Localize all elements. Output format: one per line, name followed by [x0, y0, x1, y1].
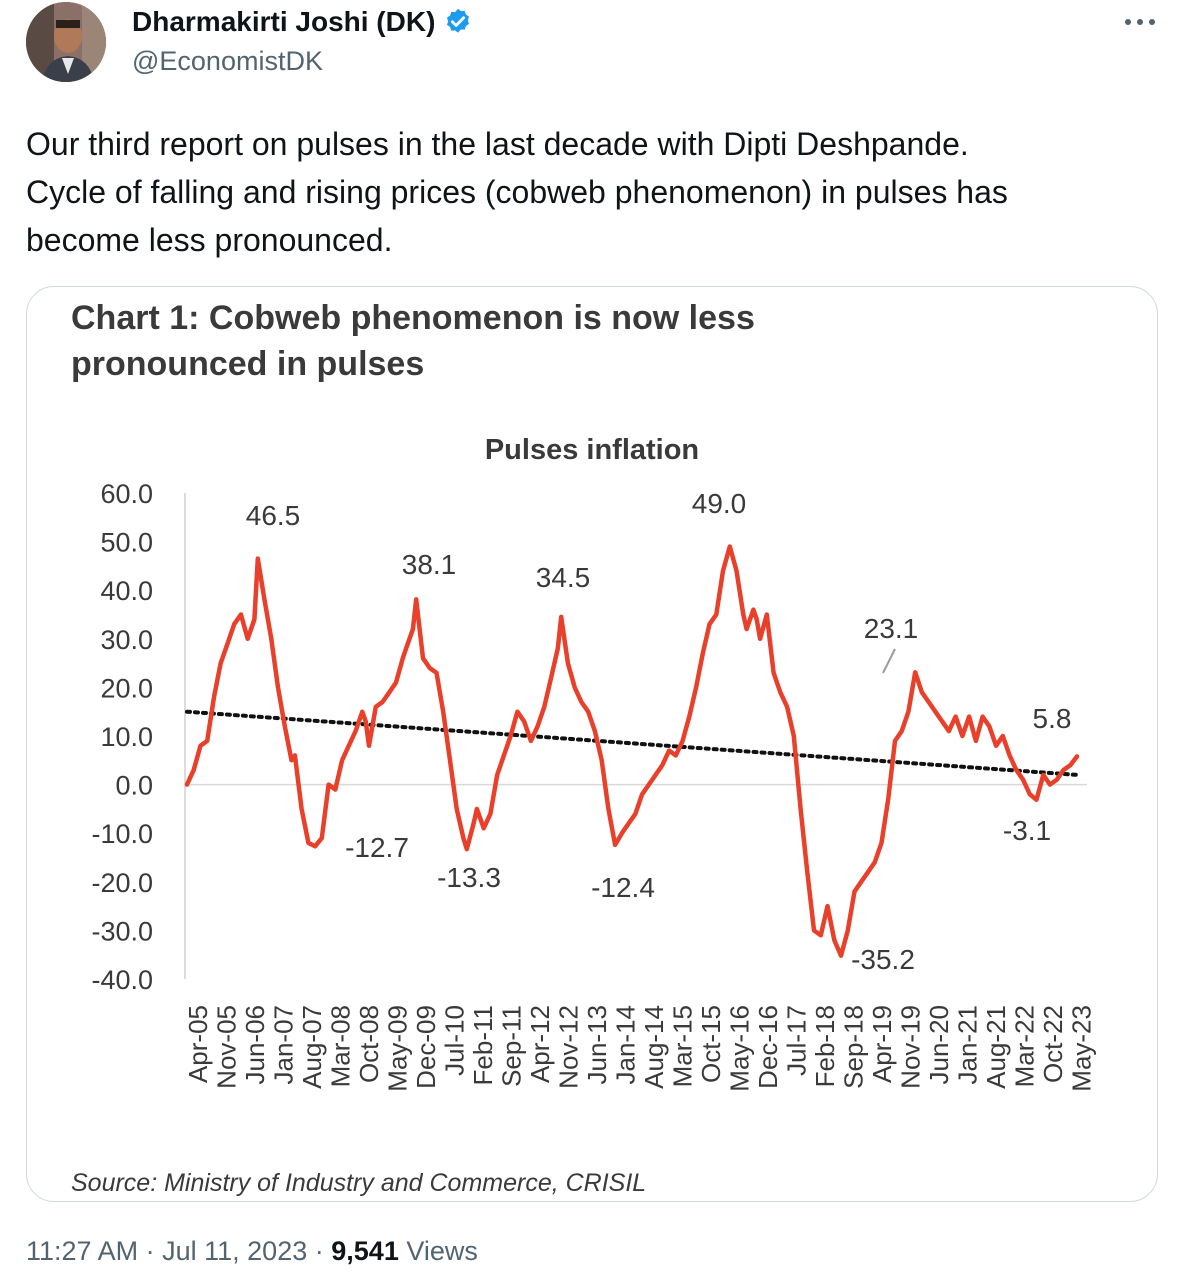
x-tick-label: May-23 [1067, 1005, 1097, 1092]
y-tick-label: 0.0 [115, 771, 153, 801]
meta-separator: · [145, 1236, 155, 1266]
tweet-meta: 11:27 AM · Jul 11, 2023 · 9,541 Views [26, 1236, 478, 1267]
x-tick-label: Jan-14 [611, 1005, 641, 1085]
x-tick-label: Jun-06 [240, 1005, 270, 1085]
avatar-image [26, 2, 106, 82]
pulses-inflation-chart: Pulses inflation 60.0 50.0 40.0 30.0 20.0 10.0… [91, 434, 1097, 1092]
x-tick-label: Feb-18 [810, 1005, 840, 1087]
data-label: -35.2 [851, 944, 915, 975]
y-tick-label: -40.0 [91, 965, 153, 995]
x-tick-label: Mar-15 [668, 1005, 698, 1087]
x-tick-label: Sep-18 [839, 1005, 869, 1089]
data-label: 46.5 [246, 500, 301, 531]
y-tick-label: -20.0 [91, 868, 153, 898]
y-tick-label: 60.0 [100, 479, 153, 509]
x-tick-label: Oct-15 [696, 1005, 726, 1083]
chart-title: Pulses inflation [485, 434, 699, 466]
x-tick-label: Nov-19 [896, 1005, 926, 1089]
x-tick-label: Oct-08 [354, 1005, 384, 1083]
x-tick-label: Jun-13 [582, 1005, 612, 1085]
tweet-text-line: become less pronounced. [26, 222, 393, 258]
views-label: Views [406, 1236, 478, 1266]
data-label: 5.8 [1033, 703, 1072, 734]
author-name[interactable]: Dharmakirti Joshi (DK) [132, 6, 436, 37]
x-tick-label: Nov-05 [212, 1005, 242, 1089]
x-tick-label: Jul-17 [782, 1005, 812, 1076]
x-tick-label: Sep-11 [497, 1005, 527, 1087]
tweet-text: Our third report on pulses in the last d… [26, 120, 1156, 264]
data-label: -12.7 [345, 832, 409, 863]
chart-heading-line: Chart 1: Cobweb phenomenon is now less [71, 299, 755, 337]
more-dots-icon [1125, 19, 1155, 25]
data-label: -12.4 [591, 872, 655, 903]
x-tick-label: Dec-09 [411, 1005, 441, 1089]
y-tick-label: 30.0 [100, 625, 153, 655]
x-tick-label: Feb-11 [468, 1005, 498, 1085]
series-line-pulses-inflation [184, 544, 1080, 958]
x-tick-label: May-16 [725, 1005, 755, 1092]
y-tick-label: 50.0 [100, 528, 153, 558]
chart-source: Source: Ministry of Industry and Commerc… [71, 1169, 647, 1197]
views-count: 9,541 [331, 1236, 399, 1266]
data-label: 23.1 [864, 613, 919, 644]
x-tick-label: Jan-21 [953, 1005, 983, 1085]
tweet-time[interactable]: 11:27 AM [26, 1236, 139, 1266]
x-tick-label: Apr-12 [525, 1005, 555, 1083]
x-tick-label: Oct-22 [1038, 1005, 1068, 1083]
x-tick-label: Jan-07 [269, 1005, 299, 1085]
tweet-text-line: Our third report on pulses in the last d… [26, 126, 969, 162]
avatar[interactable] [26, 2, 106, 82]
verified-badge-icon [447, 8, 470, 33]
x-tick-label: May-09 [383, 1005, 413, 1092]
y-tick-label: 40.0 [100, 576, 153, 606]
data-label: 49.0 [692, 488, 747, 519]
x-tick-label: Dec-16 [753, 1005, 783, 1089]
chart-image[interactable]: Chart 1: Cobweb phenomenon is now less p… [26, 286, 1158, 1202]
x-tick-label: Apr-05 [183, 1005, 213, 1083]
tweet-text-line: Cycle of falling and rising prices (cobw… [26, 174, 1008, 210]
trend-line [185, 709, 1079, 777]
tweet-date[interactable]: Jul 11, 2023 [162, 1236, 308, 1266]
chart-heading: Chart 1: Cobweb phenomenon is now less p… [71, 295, 971, 387]
data-label: -3.1 [1003, 815, 1051, 846]
x-tick-label: Mar-22 [1010, 1005, 1040, 1087]
x-tick-label: Aug-14 [639, 1005, 669, 1089]
data-label: 34.5 [536, 562, 591, 593]
x-tick-label: Jul-10 [440, 1005, 470, 1076]
x-tick-label: Mar-08 [326, 1005, 356, 1087]
x-tick-label: Aug-07 [297, 1005, 327, 1089]
y-tick-label: 20.0 [100, 673, 153, 703]
author-handle[interactable]: @EconomistDK [132, 46, 323, 76]
chart-heading-line: pronounced in pulses [71, 345, 425, 383]
more-options-button[interactable] [1118, 2, 1162, 42]
data-label: 38.1 [402, 549, 457, 580]
x-tick-label: Jun-20 [924, 1005, 954, 1085]
meta-separator: · [314, 1236, 324, 1266]
data-label: -13.3 [437, 862, 501, 893]
y-tick-label: -10.0 [91, 819, 153, 849]
x-tick-label: Aug-21 [981, 1005, 1011, 1089]
y-tick-label: -30.0 [91, 916, 153, 946]
y-tick-label: 10.0 [100, 722, 153, 752]
x-tick-label: Apr-19 [867, 1005, 897, 1083]
author-name-row[interactable]: Dharmakirti Joshi (DK) [132, 6, 473, 38]
leader-line [882, 648, 896, 674]
x-tick-label: Nov-12 [554, 1005, 584, 1089]
